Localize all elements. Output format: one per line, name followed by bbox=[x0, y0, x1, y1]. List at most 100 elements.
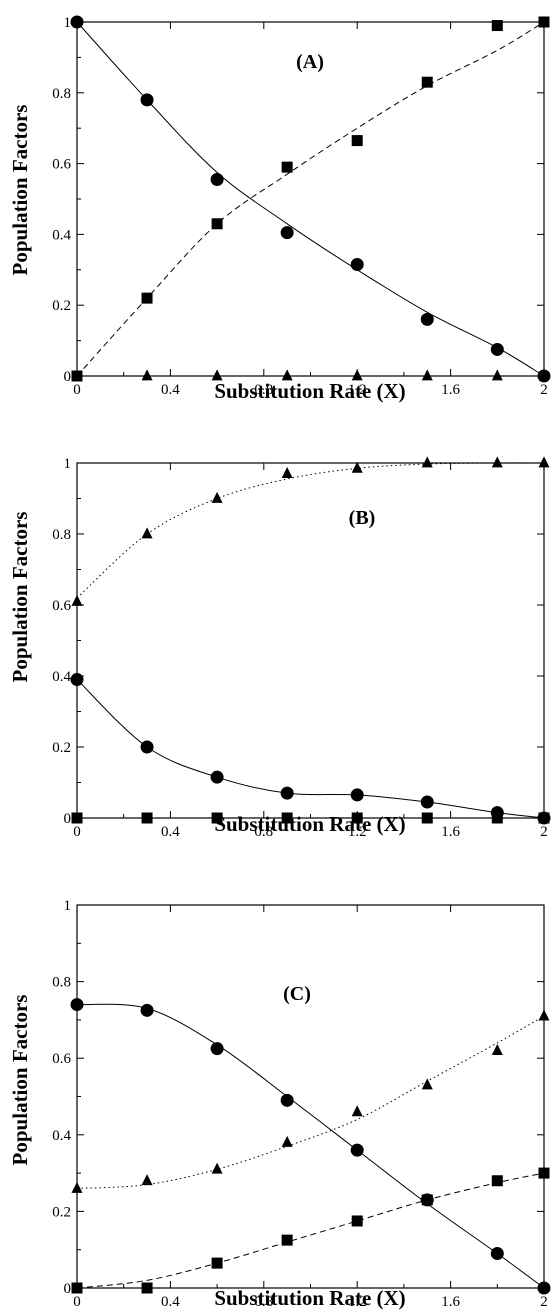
y-axis-title: Population Factors bbox=[8, 105, 32, 276]
data-point-circle bbox=[537, 1281, 551, 1295]
plot-frame bbox=[76, 904, 545, 1289]
series-fit-line bbox=[76, 1172, 545, 1289]
data-point-square bbox=[281, 812, 293, 824]
data-point-circle bbox=[350, 1143, 364, 1157]
data-point-square bbox=[211, 218, 223, 230]
x-tick-label: 0.8 bbox=[254, 824, 273, 840]
y-tick-label: 0.2 bbox=[52, 298, 71, 314]
data-point-square bbox=[351, 1215, 363, 1227]
data-point-triangle bbox=[421, 369, 433, 381]
data-point-square bbox=[211, 812, 223, 824]
y-tick-label: 0.4 bbox=[52, 1128, 71, 1144]
y-axis-title: Population Factors bbox=[8, 512, 32, 683]
data-point-triangle bbox=[491, 1043, 503, 1055]
data-point-triangle bbox=[141, 527, 153, 539]
data-point-square bbox=[71, 1282, 83, 1294]
data-point-circle bbox=[280, 1093, 294, 1107]
data-point-square bbox=[71, 370, 83, 382]
data-point-circle bbox=[350, 788, 364, 802]
data-point-circle bbox=[280, 786, 294, 800]
series-fit-line bbox=[76, 1015, 545, 1189]
data-point-circle bbox=[140, 93, 154, 107]
x-tick-label: 1.2 bbox=[348, 382, 367, 398]
data-point-circle bbox=[70, 15, 84, 29]
y-tick-label: 0.6 bbox=[52, 1051, 71, 1067]
data-point-square bbox=[351, 135, 363, 147]
x-tick-label: 0 bbox=[73, 824, 81, 840]
data-point-circle bbox=[280, 226, 294, 240]
y-tick-label: 1 bbox=[64, 898, 72, 914]
y-tick-label: 0.8 bbox=[52, 527, 71, 543]
data-point-triangle bbox=[71, 594, 83, 606]
chart-title: (C) bbox=[283, 983, 311, 1005]
chart-title: (A) bbox=[296, 51, 324, 73]
y-tick-label: 0.4 bbox=[52, 227, 71, 243]
x-tick-label: 0.4 bbox=[161, 824, 180, 840]
y-tick-label: 1 bbox=[64, 15, 72, 31]
data-point-square bbox=[141, 1282, 153, 1294]
data-point-triangle bbox=[421, 1078, 433, 1090]
data-point-square bbox=[71, 812, 83, 824]
x-tick-label: 0.4 bbox=[161, 382, 180, 398]
data-point-square bbox=[421, 1194, 433, 1206]
data-point-triangle bbox=[421, 456, 433, 468]
data-point-square bbox=[281, 161, 293, 173]
x-tick-label: 0.8 bbox=[254, 1294, 273, 1310]
x-tick-label: 1.2 bbox=[348, 824, 367, 840]
data-point-circle bbox=[140, 740, 154, 754]
x-tick-label: 0.4 bbox=[161, 1294, 180, 1310]
data-point-triangle bbox=[351, 369, 363, 381]
data-point-square bbox=[211, 1257, 223, 1269]
plot-frame bbox=[76, 21, 545, 377]
data-point-square bbox=[421, 76, 433, 88]
data-point-circle bbox=[490, 1247, 504, 1261]
data-point-circle bbox=[140, 1003, 154, 1017]
data-point-triangle bbox=[538, 1009, 550, 1021]
data-point-triangle bbox=[71, 1181, 83, 1193]
data-point-triangle bbox=[211, 491, 223, 503]
y-tick-label: 0 bbox=[64, 1281, 72, 1297]
y-tick-label: 0.2 bbox=[52, 1204, 71, 1220]
x-tick-label: 0 bbox=[73, 1294, 81, 1310]
data-point-square bbox=[491, 812, 503, 824]
y-tick-label: 0.6 bbox=[52, 598, 71, 614]
data-point-square bbox=[538, 1167, 550, 1179]
y-tick-label: 1 bbox=[64, 456, 72, 472]
x-tick-label: 2 bbox=[540, 1294, 548, 1310]
data-point-triangle bbox=[141, 369, 153, 381]
series-fit-line bbox=[76, 1003, 545, 1289]
chart-panel-c: (C) Substitution Rate (X) Population Fac… bbox=[8, 898, 551, 1310]
data-point-square bbox=[491, 20, 503, 32]
data-point-circle bbox=[490, 342, 504, 356]
y-tick-label: 0.8 bbox=[52, 86, 71, 102]
data-point-square bbox=[141, 812, 153, 824]
data-point-triangle bbox=[211, 369, 223, 381]
data-point-square bbox=[491, 1175, 503, 1187]
data-point-square bbox=[538, 16, 550, 28]
data-point-circle bbox=[210, 770, 224, 784]
x-tick-label: 1.6 bbox=[441, 382, 460, 398]
y-tick-label: 0.2 bbox=[52, 740, 71, 756]
data-point-square bbox=[538, 812, 550, 824]
data-point-circle bbox=[350, 257, 364, 271]
x-axis-title: Substitution Rate (X) bbox=[214, 379, 405, 403]
data-point-triangle bbox=[351, 1105, 363, 1117]
y-axis-title: Population Factors bbox=[8, 995, 32, 1166]
y-tick-label: 0 bbox=[64, 811, 72, 827]
data-point-circle bbox=[420, 312, 434, 326]
x-tick-label: 1.6 bbox=[441, 1294, 460, 1310]
x-axis-title: Substitution Rate (X) bbox=[214, 1286, 405, 1310]
data-point-square bbox=[351, 812, 363, 824]
data-point-square bbox=[281, 1234, 293, 1246]
y-tick-label: 0.4 bbox=[52, 669, 71, 685]
data-point-triangle bbox=[281, 369, 293, 381]
data-point-circle bbox=[70, 998, 84, 1012]
x-tick-label: 0 bbox=[73, 382, 81, 398]
series-fit-line bbox=[76, 21, 545, 377]
data-point-circle bbox=[420, 795, 434, 809]
x-tick-label: 2 bbox=[540, 824, 548, 840]
data-point-circle bbox=[537, 369, 551, 383]
data-point-circle bbox=[210, 173, 224, 187]
chart-panel-b: (B) Substitution Rate (X) Population Fac… bbox=[8, 456, 551, 840]
